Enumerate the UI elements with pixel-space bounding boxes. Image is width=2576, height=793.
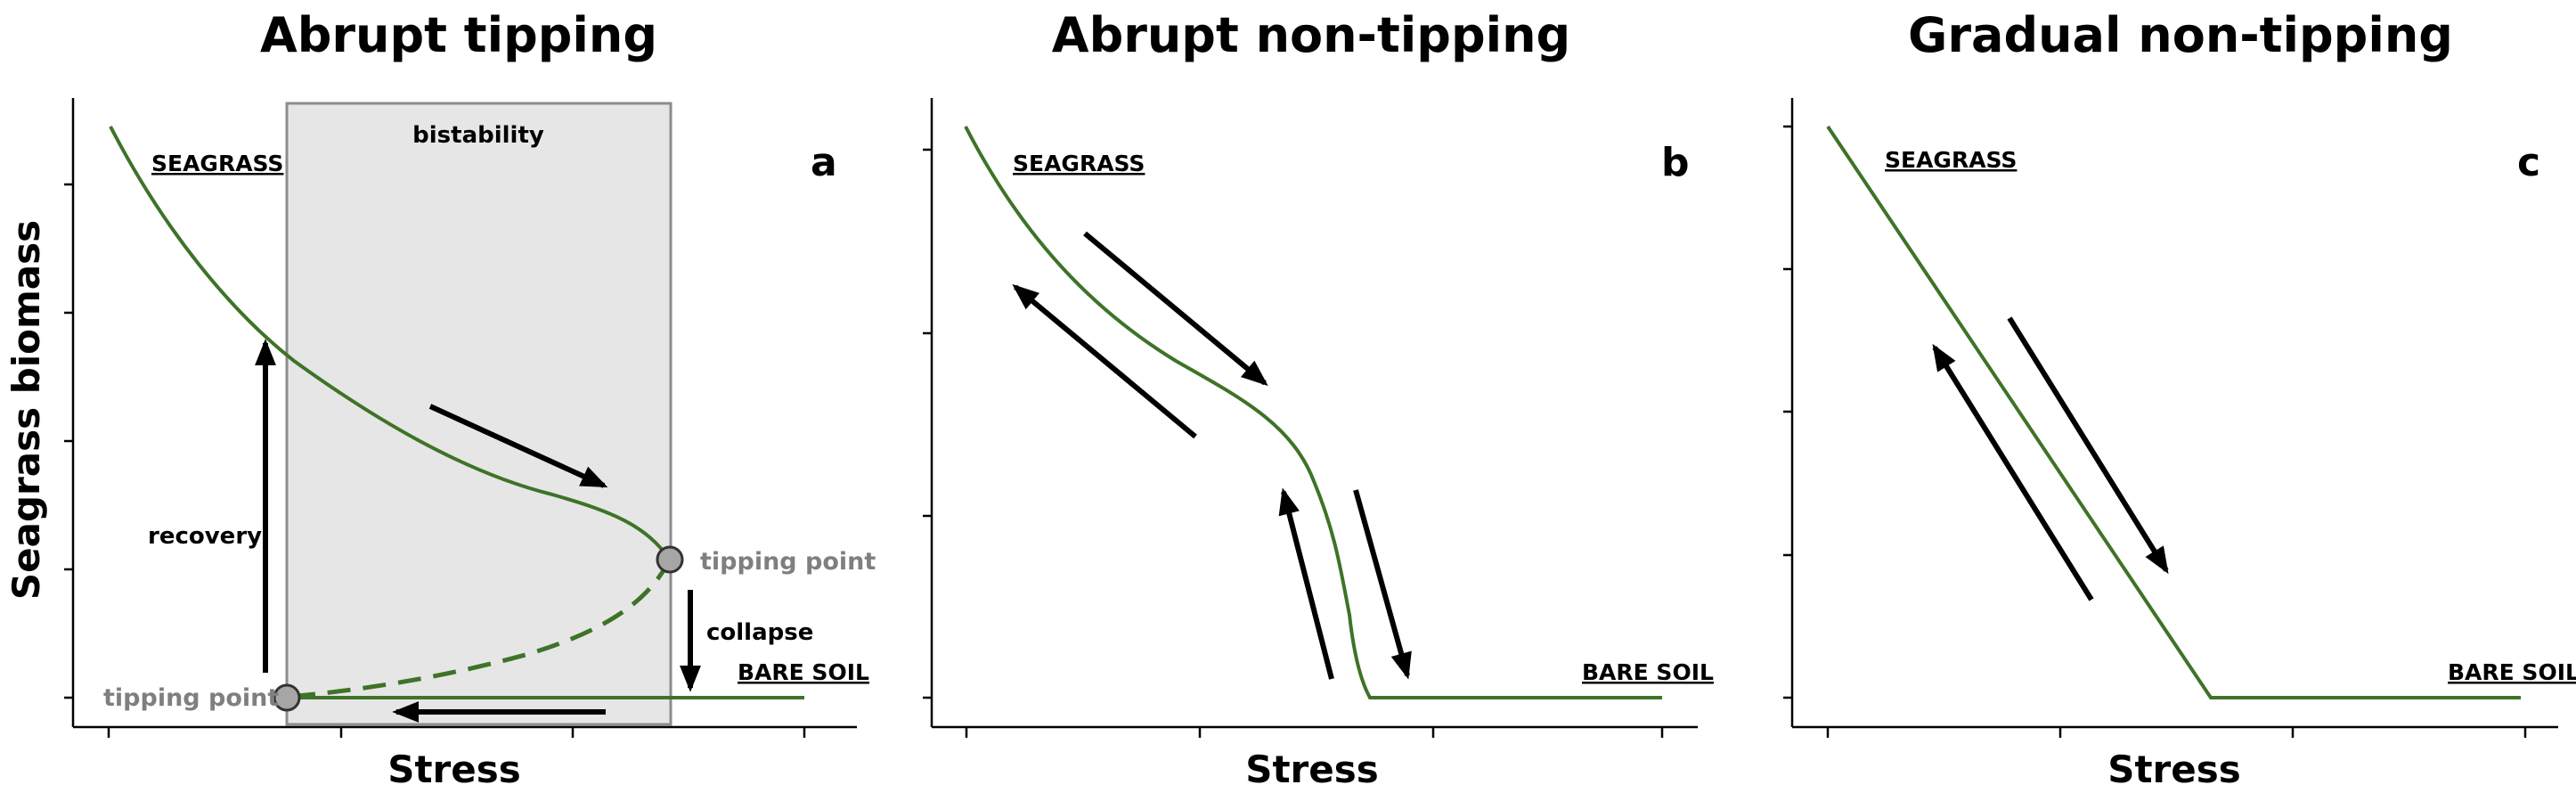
panel-c-bare-soil-label: BARE SOIL [2448,659,2576,685]
panel-a-bare-soil-label: BARE SOIL [738,659,869,685]
bistability-label: bistability [412,122,544,149]
panel-c-forward-arrow [2007,316,2169,575]
panel-b-axes [923,98,1698,738]
panel-b-x-axis-label: Stress [1245,748,1379,791]
panel-c-title: Gradual non-tipping [1908,7,2453,63]
panel-a-forward-arrow [428,404,608,488]
panel-a-unstable-branch [288,558,673,699]
panel-b-forward-arrow-upper [1083,231,1268,387]
lower-tipping-point-label: tipping point [103,684,279,712]
panel-b-bare-soil-label: BARE SOIL [1582,659,1714,685]
collapse-label: collapse [706,619,813,646]
panel-c-response-curve [1826,125,2521,699]
panel-a-axes [64,98,857,738]
panel-c: Gradual non-tipping Stress SEAGRASS BARE… [1783,7,2576,791]
panel-a-seagrass-branch [109,126,672,561]
upper-tipping-point [656,545,684,574]
panel-b-backward-arrow-upper [1012,283,1197,439]
panel-a-title: Abrupt tipping [260,7,657,63]
lower-tipping-point [273,683,301,712]
upper-tipping-point-label: tipping point [700,548,876,576]
panel-b: Abrupt non-tipping Stress SEAGRASS BARE … [923,7,1714,791]
panel-a-seagrass-label: SEAGRASS [151,151,283,176]
panel-b-forward-arrow-lower [1353,489,1412,680]
panel-a: Abrupt tipping bistability Seagrass biom… [4,7,876,791]
panel-a-x-axis-label: Stress [387,748,521,791]
panel-c-letter: c [2517,140,2540,185]
panel-b-title: Abrupt non-tipping [1052,7,1570,63]
panel-b-backward-arrow-lower [1278,487,1334,680]
bistability-region [285,102,673,726]
panel-c-axes [1783,98,2558,738]
panel-b-response-curve [964,126,1662,699]
recovery-label: recovery [148,523,262,550]
panel-b-letter: b [1661,140,1690,185]
panel-c-seagrass-label: SEAGRASS [1885,147,2017,173]
panel-c-backward-arrow [1932,343,2094,601]
panel-c-x-axis-label: Stress [2107,748,2241,791]
panel-b-seagrass-label: SEAGRASS [1013,151,1145,176]
panel-a-letter: a [811,140,837,185]
y-axis-label: Seagrass biomass [4,220,48,600]
